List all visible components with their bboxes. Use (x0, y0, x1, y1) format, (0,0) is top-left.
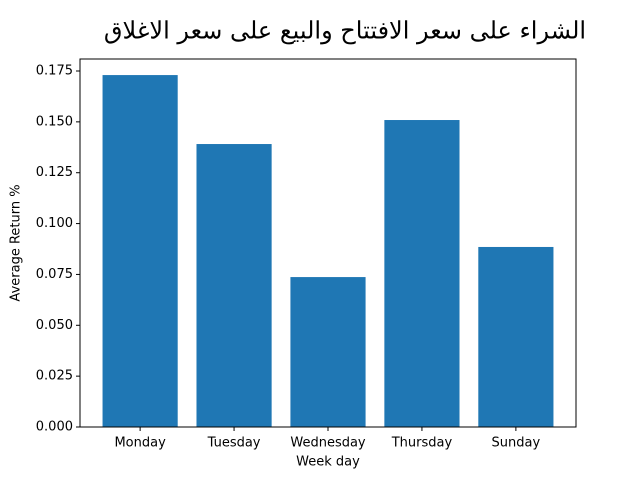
y-tick-label: 0.150 (36, 114, 73, 129)
x-axis-label: Week day (296, 455, 360, 470)
x-tick-label: Monday (114, 436, 166, 451)
y-tick-label: 0.025 (36, 369, 73, 384)
plot-frame (79, 58, 577, 428)
bar (290, 277, 366, 427)
y-tick-label: 0.100 (36, 216, 73, 231)
x-tick-label: Thursday (391, 436, 453, 451)
bar (478, 246, 554, 427)
y-tick-label: 0.000 (36, 420, 73, 435)
bar (102, 75, 178, 428)
y-tick-label: 0.175 (36, 64, 73, 79)
y-tick-label: 0.050 (36, 318, 73, 333)
x-tick-label: Wednesday (290, 436, 366, 451)
x-tick-label: Tuesday (207, 436, 261, 451)
bar (384, 120, 460, 427)
y-axis-label: Average Return % (9, 184, 24, 301)
bar (196, 144, 272, 428)
chart-title: الشراء على سعر الافتتاح والبيع على سعر ا… (104, 17, 586, 45)
y-tick-label: 0.125 (36, 165, 73, 180)
x-tick-label: Sunday (492, 436, 541, 451)
y-tick-label: 0.075 (36, 267, 73, 282)
